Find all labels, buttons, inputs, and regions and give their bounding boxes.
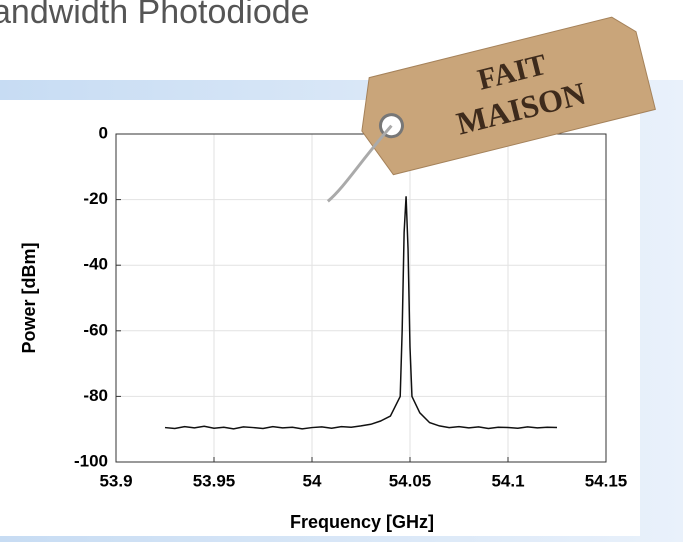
axes-box — [115, 133, 607, 463]
data-line — [164, 196, 558, 430]
x-tick-label: 54.05 — [389, 471, 432, 490]
y-tick-label: 0 — [99, 123, 108, 142]
x-axis-label: Frequency [GHz] — [290, 512, 434, 532]
x-tick-label: 53.95 — [193, 471, 236, 490]
y-tick-label: -20 — [83, 189, 108, 208]
y-tick-label: -40 — [83, 255, 108, 274]
x-tick-label: 54.15 — [585, 471, 628, 490]
y-tick-label: -80 — [83, 386, 108, 405]
y-tick-label: -100 — [74, 451, 108, 470]
chart-panel — [0, 100, 640, 536]
x-tick-label: 53.9 — [99, 471, 132, 490]
tag: FAIT MAISON — [326, 16, 656, 203]
x-tick-label: 54 — [303, 471, 322, 490]
y-tick-label: -60 — [83, 320, 108, 339]
x-tick-label: 54.1 — [491, 471, 524, 490]
slide-title: andwidth Photodiode — [0, 0, 310, 31]
y-axis-label: Power [dBm] — [19, 242, 39, 353]
